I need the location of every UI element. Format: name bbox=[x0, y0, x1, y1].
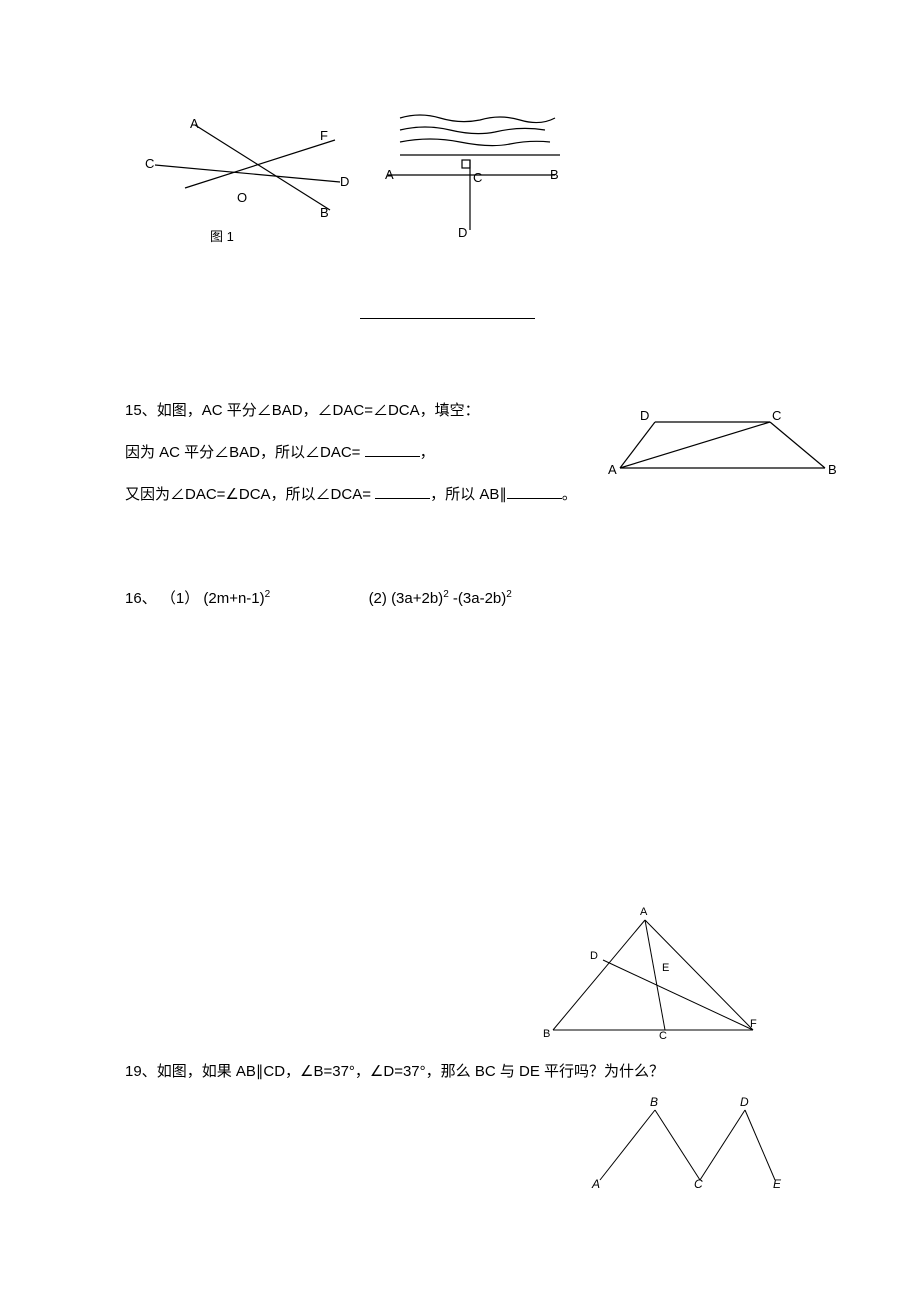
fig1-label-b: B bbox=[320, 205, 329, 220]
fig1-label-c: C bbox=[145, 156, 154, 171]
q15-line2-suffix: ， bbox=[420, 444, 435, 461]
q15-line1-text: 如图，AC 平分∠BAD，∠DAC=∠DCA，填空： bbox=[157, 402, 480, 419]
q15-blank-1 bbox=[365, 443, 420, 457]
fig1-label-o: O bbox=[237, 190, 247, 205]
fig19-label-a: A bbox=[592, 1177, 600, 1191]
fig19-label-c: C bbox=[694, 1177, 703, 1191]
fig2-label-c: C bbox=[473, 170, 482, 185]
fig19-label-b: B bbox=[650, 1095, 658, 1109]
figure-19: A B C D E bbox=[590, 1095, 810, 1195]
figure-18-svg bbox=[535, 910, 765, 1040]
fig1-label-f: F bbox=[320, 128, 328, 143]
figure-2: A B C D bbox=[380, 100, 580, 240]
question-16: 16、 （1） (2m+n-1)2 (2) (3a+2b)2 -(3a-2b)2 bbox=[125, 587, 825, 608]
fig15-label-c: C bbox=[772, 408, 781, 423]
fig2-label-a: A bbox=[385, 167, 394, 182]
q16-part1-expr: (2m+n-1) bbox=[203, 590, 264, 607]
q19-number: 19、 bbox=[125, 1063, 157, 1080]
q15-blank-2 bbox=[375, 485, 430, 499]
figure-19-svg bbox=[590, 1095, 790, 1190]
q16-part2-sup2: 2 bbox=[506, 589, 512, 600]
fig19-label-d: D bbox=[740, 1095, 749, 1109]
q16-part2-expr1: (3a+2b) bbox=[391, 590, 443, 607]
fig15-label-d: D bbox=[640, 408, 649, 423]
figure-1: A F C D O B 图 1 bbox=[140, 100, 360, 240]
fig1-caption: 图 1 bbox=[210, 226, 234, 245]
q15-line3-suffix: 。 bbox=[562, 486, 577, 503]
figure-15: D C A B bbox=[610, 410, 840, 490]
fig1-label-d: D bbox=[340, 174, 349, 189]
q19-text: 如图，如果 AB∥CD，∠B=37°，∠D=37°，那么 BC 与 DE 平行吗… bbox=[157, 1063, 664, 1080]
blank-underline bbox=[360, 318, 535, 319]
fig18-label-e: E bbox=[662, 962, 669, 974]
q16-part1-label: （1） bbox=[161, 590, 199, 607]
q16-part2-label: (2) bbox=[369, 590, 392, 607]
figure-18: A D E B C F bbox=[535, 910, 765, 1040]
fig18-label-b: B bbox=[543, 1028, 550, 1040]
fig19-label-e: E bbox=[773, 1177, 781, 1191]
q15-line3b-text: ，所以 AB∥ bbox=[430, 486, 507, 503]
q16-number: 16、 bbox=[125, 590, 157, 607]
fig18-label-a: A bbox=[640, 906, 647, 918]
fig15-label-b: B bbox=[828, 462, 837, 477]
q15-line2-text: 因为 AC 平分∠BAD，所以∠DAC= bbox=[125, 444, 365, 461]
fig15-label-a: A bbox=[608, 462, 617, 477]
q15-number: 15、 bbox=[125, 402, 157, 419]
fig18-label-f: F bbox=[750, 1018, 757, 1030]
q15-blank-3 bbox=[507, 485, 562, 499]
fig2-label-b: B bbox=[550, 167, 559, 182]
question-19: 19、如图，如果 AB∥CD，∠B=37°，∠D=37°，那么 BC 与 DE … bbox=[125, 1060, 825, 1081]
fig18-label-d: D bbox=[590, 950, 598, 962]
q16-part1-sup: 2 bbox=[265, 589, 271, 600]
fig1-label-a: A bbox=[190, 116, 199, 131]
figure-row: A F C D O B 图 1 A B C bbox=[140, 100, 640, 250]
fig2-label-d: D bbox=[458, 225, 467, 240]
fig18-label-c: C bbox=[659, 1030, 667, 1042]
q15-line3a-text: 又因为∠DAC=∠DCA，所以∠DCA= bbox=[125, 486, 375, 503]
q16-part2-mid: -(3a-2b) bbox=[449, 590, 507, 607]
